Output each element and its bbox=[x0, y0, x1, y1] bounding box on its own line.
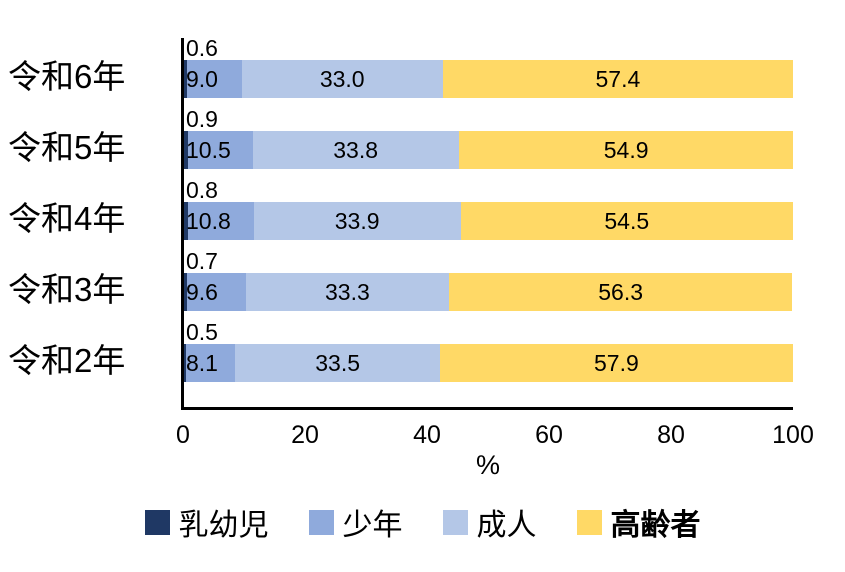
y-axis-label: 令和2年 bbox=[8, 342, 126, 379]
segment-label-高齢者: 57.4 bbox=[595, 65, 641, 92]
bar-segment-少年 bbox=[188, 131, 253, 169]
segment-label-乳幼児: 0.7 bbox=[186, 248, 218, 274]
segment-label-少年: 9.0 bbox=[186, 65, 218, 92]
x-axis-title: % bbox=[475, 450, 501, 480]
segment-label-成人: 33.8 bbox=[333, 136, 378, 163]
legend-item-高齢者: 高齢者 bbox=[576, 500, 701, 544]
category-row: 令和2年 0.5 33.5 57.9 8.1 bbox=[8, 319, 793, 393]
bar-segment-乳幼児 bbox=[183, 60, 187, 98]
category-row: 令和5年 0.9 33.8 54.9 10.5 bbox=[8, 106, 793, 180]
bar-segment-乳幼児 bbox=[183, 131, 189, 169]
bar-segment-成人: 33.3 bbox=[245, 273, 449, 311]
bar-segment-少年 bbox=[186, 344, 236, 382]
legend-item-成人: 成人 bbox=[442, 500, 537, 544]
bar-segment-高齢者: 57.9 bbox=[439, 344, 793, 382]
bar-segment-高齢者: 54.5 bbox=[460, 202, 793, 240]
segment-label-高齢者: 54.9 bbox=[603, 136, 649, 163]
x-tick-label: 100 bbox=[772, 421, 814, 449]
bar-segment-高齢者: 56.3 bbox=[448, 273, 793, 311]
segment-label-成人: 33.5 bbox=[315, 349, 360, 376]
legend-item-少年: 少年 bbox=[308, 500, 403, 544]
stacked-bar: 33.5 57.9 8.1 bbox=[183, 344, 793, 382]
bar-segment-成人: 33.5 bbox=[235, 344, 440, 382]
legend-label: 少年 bbox=[342, 509, 403, 542]
x-tick-label: 60 bbox=[535, 421, 563, 449]
bar-segment-乳幼児 bbox=[183, 202, 188, 240]
bar-segment-高齢者: 57.4 bbox=[442, 60, 793, 98]
segment-label-乳幼児: 0.9 bbox=[186, 106, 218, 132]
segment-label-成人: 33.3 bbox=[324, 278, 370, 305]
segment-label-少年: 9.6 bbox=[186, 278, 218, 305]
stacked-bar: 33.9 54.5 10.8 bbox=[183, 202, 793, 240]
segment-label-高齢者: 57.9 bbox=[594, 349, 639, 376]
legend-swatch-icon bbox=[442, 509, 468, 535]
segment-label-高齢者: 54.5 bbox=[604, 207, 650, 234]
legend: 乳幼児 少年 成人 高齢者 bbox=[0, 500, 845, 544]
stacked-bar: 33.3 56.3 9.6 bbox=[183, 273, 793, 311]
legend-swatch-icon bbox=[576, 509, 602, 535]
legend-label: 乳幼児 bbox=[178, 509, 269, 542]
y-axis-label: 令和6年 bbox=[8, 58, 126, 95]
segment-label-高齢者: 56.3 bbox=[598, 278, 644, 305]
bar-area: 0.5 33.5 57.9 8.1 bbox=[183, 319, 793, 382]
y-axis-label: 令和4年 bbox=[8, 200, 126, 237]
legend-label: 高齢者 bbox=[610, 509, 701, 542]
bar-segment-高齢者: 54.9 bbox=[458, 131, 793, 169]
bar-area: 0.7 33.3 56.3 9.6 bbox=[183, 248, 793, 311]
legend-swatch-icon bbox=[308, 509, 334, 535]
bar-segment-少年 bbox=[186, 60, 242, 98]
legend-swatch-icon bbox=[144, 509, 170, 535]
bar-segment-成人: 33.8 bbox=[252, 131, 459, 169]
x-tick-label: 40 bbox=[413, 421, 441, 449]
y-axis-line bbox=[181, 38, 184, 408]
stacked-bar: 33.8 54.9 10.5 bbox=[183, 131, 793, 169]
plot-rows: 令和6年 0.6 33.0 57.4 9.0 令和5年 0.9 33.8 54.9 10.5 令和4… bbox=[8, 35, 793, 393]
legend-item-乳幼児: 乳幼児 bbox=[144, 500, 269, 544]
x-tick-label: 80 bbox=[657, 421, 685, 449]
y-axis-label: 令和3年 bbox=[8, 271, 126, 308]
segment-label-少年: 10.8 bbox=[186, 207, 231, 234]
bar-area: 0.9 33.8 54.9 10.5 bbox=[183, 106, 793, 169]
category-row: 令和6年 0.6 33.0 57.4 9.0 bbox=[8, 35, 793, 109]
segment-label-成人: 33.9 bbox=[334, 207, 380, 234]
x-axis-ticks: 0 20 40 60 80 100 bbox=[176, 421, 814, 451]
y-axis-label: 令和5年 bbox=[8, 129, 126, 166]
bar-segment-乳幼児 bbox=[183, 273, 188, 311]
segment-label-成人: 33.0 bbox=[319, 65, 365, 92]
stacked-bar: 33.0 57.4 9.0 bbox=[183, 60, 793, 98]
bar-segment-乳幼児 bbox=[183, 344, 187, 382]
segment-label-乳幼児: 0.6 bbox=[186, 35, 218, 61]
x-axis-line bbox=[181, 407, 793, 410]
category-row: 令和4年 0.8 33.9 54.5 10.8 bbox=[8, 177, 793, 251]
x-tick-label: 0 bbox=[176, 421, 190, 449]
category-row: 令和3年 0.7 33.3 56.3 9.6 bbox=[8, 248, 793, 322]
bar-segment-成人: 33.9 bbox=[253, 202, 461, 240]
legend-label: 成人 bbox=[476, 509, 537, 542]
segment-label-少年: 8.1 bbox=[186, 349, 218, 376]
plot-area: 令和6年 0.6 33.0 57.4 9.0 令和5年 0.9 33.8 54.9 10.5 令和4… bbox=[8, 35, 814, 481]
bar-segment-成人: 33.0 bbox=[241, 60, 443, 98]
bar-area: 0.8 33.9 54.5 10.8 bbox=[183, 177, 793, 240]
bar-segment-少年 bbox=[187, 202, 254, 240]
segment-label-乳幼児: 0.8 bbox=[186, 177, 218, 203]
x-tick-label: 20 bbox=[291, 421, 319, 449]
bar-area: 0.6 33.0 57.4 9.0 bbox=[183, 35, 793, 98]
bar-segment-少年 bbox=[187, 273, 246, 311]
segment-label-乳幼児: 0.5 bbox=[186, 319, 218, 345]
segment-label-少年: 10.5 bbox=[186, 136, 231, 163]
